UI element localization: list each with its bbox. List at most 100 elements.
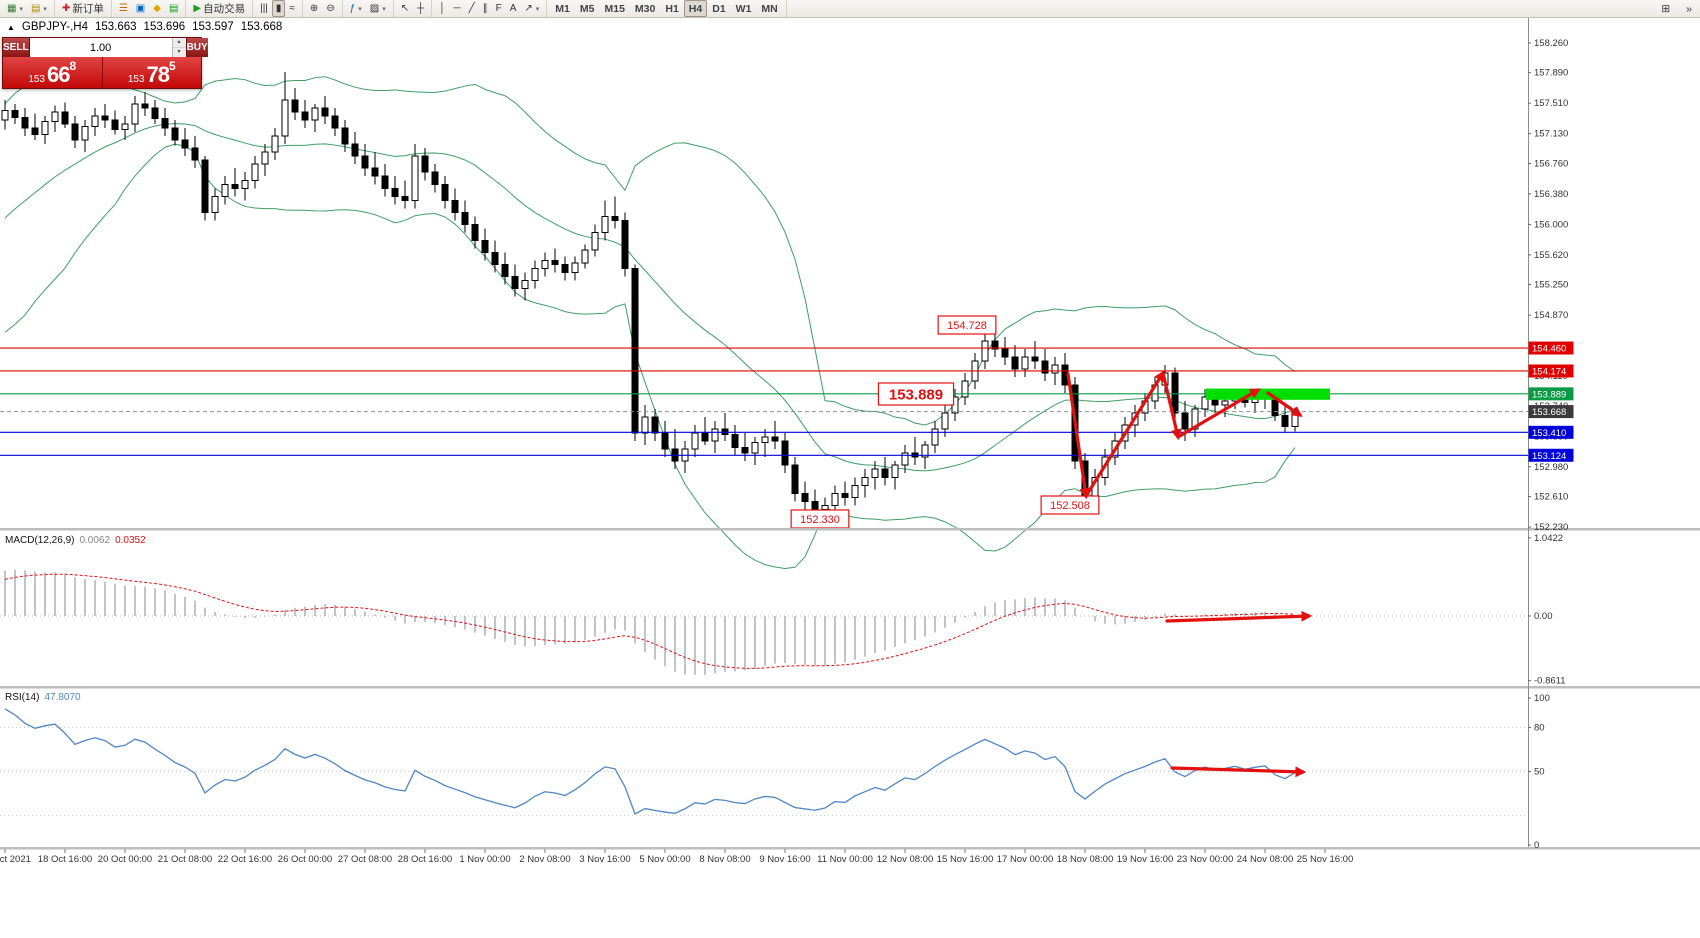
new-window-button[interactable]: ⊞ (1661, 2, 1671, 15)
svg-text:17 Nov 00:00: 17 Nov 00:00 (997, 854, 1054, 865)
timeframe-H1[interactable]: H1 (660, 0, 683, 17)
trend-arrow (1170, 766, 1307, 778)
svg-text:153.124: 153.124 (1532, 451, 1566, 462)
timeframe-M30[interactable]: M30 (630, 0, 660, 17)
svg-text:157.890: 157.890 (1534, 68, 1568, 79)
sell-price-pips: 66 (47, 62, 71, 87)
timeframe-M15[interactable]: M15 (599, 0, 629, 17)
buy-price-figure: 153 (127, 74, 145, 85)
arrows-tool-button[interactable]: ↗ ▾ (520, 0, 543, 17)
fibonacci-button[interactable]: F (492, 0, 506, 17)
templates-button[interactable]: ▨ ▾ (366, 0, 390, 17)
svg-text:18 Oct 16:00: 18 Oct 16:00 (38, 854, 92, 865)
horizontal-line-button[interactable]: ─ (449, 0, 464, 17)
new-chart-button[interactable]: ▦ ▾ (3, 0, 27, 17)
candles (1, 71, 1299, 522)
price-annotations[interactable]: 154.728 153.889 152.508 152.330 (790, 315, 1100, 529)
line-chart-button[interactable]: ≈ (285, 0, 299, 17)
volume-up-icon[interactable]: ▴ (172, 38, 186, 48)
text-button[interactable]: A (506, 0, 521, 17)
zoom-out-button[interactable]: ⊖ (322, 0, 338, 17)
timeframe-M5[interactable]: M5 (575, 0, 600, 17)
price-axis[interactable]: 158.260 157.890 157.510 157.130 156.760 156.3… (1528, 38, 1574, 533)
new-order-button[interactable]: ✚ 新订单 (58, 0, 108, 17)
toolbar-group: ||| ▮ ≈ (253, 0, 303, 17)
vertical-line-button[interactable]: │ (435, 0, 449, 17)
svg-text:15 Oct 2021: 15 Oct 2021 (0, 854, 31, 865)
svg-text:156.000: 156.000 (1534, 219, 1568, 230)
crosshair-button[interactable]: ┼ (413, 0, 428, 17)
navigator-button[interactable]: ◆ (149, 0, 165, 17)
toolbar-overflow-button[interactable]: » (1686, 2, 1692, 15)
chevron-down-icon: ▾ (382, 5, 386, 13)
trendline-button[interactable]: ╱ (465, 0, 479, 17)
timeframe-D1[interactable]: D1 (707, 0, 730, 17)
svg-text:80: 80 (1534, 722, 1545, 733)
trend-arrow (1084, 370, 1165, 498)
ohlc-close: 153.668 (240, 21, 283, 33)
bollinger-bands (4, 71, 1296, 569)
svg-text:153.410: 153.410 (1532, 428, 1566, 439)
terminal-button[interactable]: ▤ (165, 0, 182, 17)
svg-text:100: 100 (1534, 693, 1550, 704)
svg-text:18 Nov 08:00: 18 Nov 08:00 (1057, 854, 1114, 865)
rsi-panel (0, 708, 1528, 817)
svg-text:158.260: 158.260 (1534, 38, 1568, 49)
tb-label: MN (761, 2, 778, 15)
equidistant-channel-icon: ∥ (482, 3, 488, 14)
panel-separator (0, 686, 1700, 689)
macd-axis: 1.0422 0.00 -0.8611 MACD(12,26,9) 0.0062 0.03… (5, 533, 1566, 687)
candlestick-chart-button[interactable]: ▮ (271, 0, 286, 17)
chart-profiles-button[interactable]: ▤ ▾ (27, 0, 51, 17)
market-watch-button[interactable]: ☰ (115, 0, 132, 17)
timeframe-MN[interactable]: MN (756, 0, 782, 17)
svg-text:0.00: 0.00 (1534, 611, 1553, 622)
timeframe-M1[interactable]: M1 (550, 0, 575, 17)
text-icon: A (509, 3, 517, 14)
line-chart-icon: ≈ (289, 3, 295, 14)
trend-arrows[interactable] (1066, 370, 1313, 778)
cursor-button[interactable]: ↖ (397, 0, 413, 17)
zoom-in-button[interactable]: ⊕ (306, 0, 322, 17)
sell-price[interactable]: 153 66 8 (3, 57, 103, 88)
tb-label: M30 (634, 2, 656, 15)
trend-arrow (1165, 610, 1313, 623)
bar-chart-button[interactable]: ||| (256, 0, 272, 17)
price-badge (1528, 425, 1574, 439)
autotrading-button[interactable]: ▶ 自动交易 (189, 0, 249, 17)
ohlc-low: 153.597 (192, 21, 234, 33)
chevron-down-icon: ▾ (19, 5, 23, 13)
sell-button[interactable]: SELL (3, 38, 30, 57)
autotrading-icon: ▶ (193, 3, 202, 14)
toolbar-group: ☰ ▣ ◆ ▤ (112, 0, 187, 17)
svg-text:152.610: 152.610 (1534, 492, 1568, 503)
cursor-icon: ↖ (400, 3, 410, 14)
templates-icon: ▨ (369, 3, 380, 14)
buy-button[interactable]: BUY (185, 38, 208, 57)
trend-arrow (1066, 372, 1091, 500)
annotation-box (1040, 495, 1100, 515)
zoom-in-icon: ⊕ (309, 3, 319, 14)
volume-input[interactable] (29, 38, 172, 57)
horizontal-lines[interactable] (0, 347, 1528, 456)
data-window-button[interactable]: ▣ (132, 0, 149, 17)
chevron-down-icon: ▾ (358, 5, 362, 13)
ohlc-high: 153.696 (143, 21, 186, 33)
svg-text:5 Nov 00:00: 5 Nov 00:00 (639, 854, 690, 865)
time-axis[interactable]: 15 Oct 2021 18 Oct 16:00 20 Oct 00:00 21 Oc… (0, 849, 1353, 865)
svg-text:0: 0 (1534, 840, 1539, 851)
svg-text:154.728: 154.728 (947, 320, 987, 332)
trend-arrow (1176, 388, 1261, 439)
toolbar-group: ▦ ▾ ▤ ▾ (0, 0, 55, 17)
buy-price[interactable]: 153 78 5 (102, 57, 201, 88)
timeframe-H4[interactable]: H4 (683, 0, 708, 17)
toolbar-group: ƒ ▾ ▨ ▾ (343, 0, 394, 17)
equidistant-channel-button[interactable]: ∥ (479, 0, 492, 17)
timeframe-W1[interactable]: W1 (731, 0, 757, 17)
volume-stepper[interactable]: ▴ ▾ (171, 38, 186, 58)
panel-separator (0, 528, 1700, 531)
symbol-label: GBPJPY-,H4 (21, 21, 88, 33)
indicators-button[interactable]: ƒ ▾ (346, 0, 366, 17)
